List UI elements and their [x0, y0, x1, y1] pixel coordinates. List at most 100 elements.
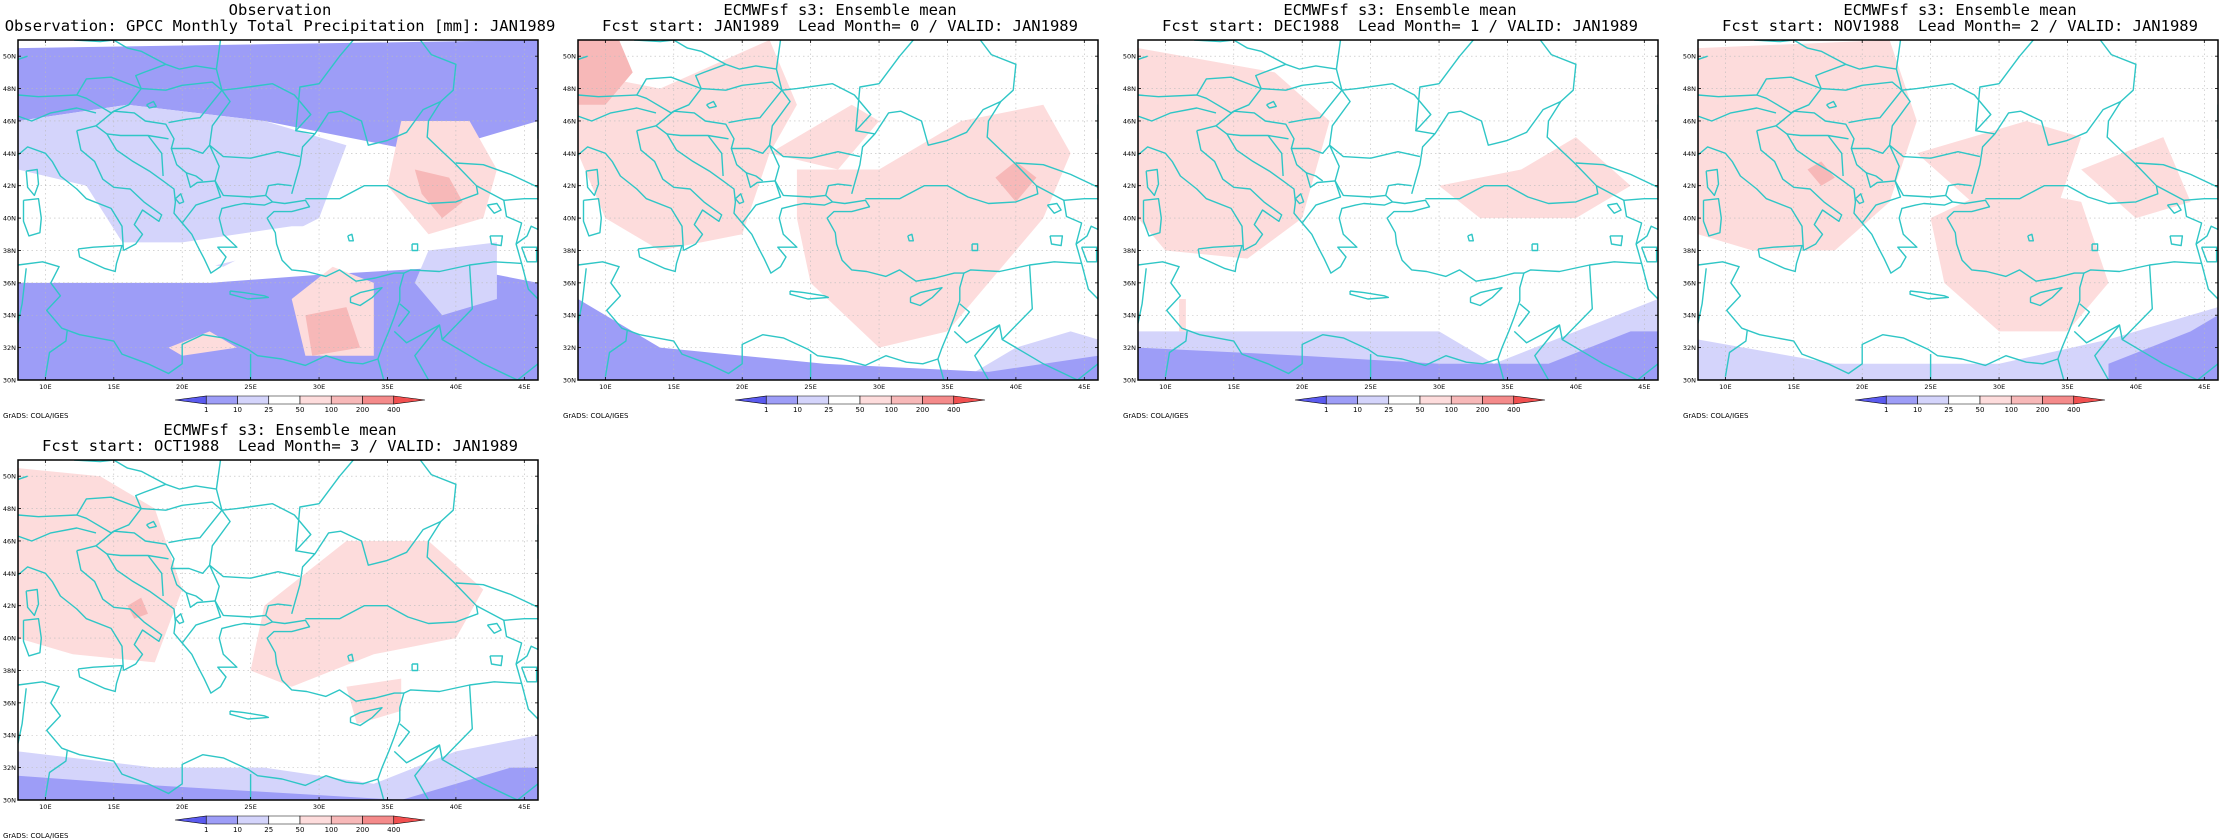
- lat-tick-label: 44N: [3, 570, 16, 578]
- lon-tick-label: 35E: [941, 383, 953, 391]
- lat-tick-label: 44N: [563, 150, 576, 158]
- precip-region: [2108, 315, 2218, 380]
- lat-tick-label: 40N: [1123, 215, 1136, 223]
- precip-region: [2190, 121, 2218, 202]
- lat-tick-label: 38N: [1123, 247, 1136, 255]
- precip-region: [127, 597, 148, 619]
- colorbar-label: 400: [947, 406, 960, 414]
- precip-region: [1356, 104, 1412, 154]
- grid-lines: [18, 460, 538, 800]
- colorbar: 1 10 25 50 100 200 400: [1294, 395, 1546, 414]
- panel-forecast-lead0: ECMWFsf s3: Ensemble mean Fcst start: JA…: [560, 0, 1120, 420]
- lon-tick-label: 20E: [176, 803, 188, 811]
- precip-shading: [1698, 40, 2218, 380]
- lat-tick-label: 48N: [1683, 85, 1696, 93]
- colorbar-swatch: [205, 395, 238, 405]
- lon-tick-label: 25E: [244, 803, 256, 811]
- colorbar-swatch: [2010, 395, 2043, 405]
- colorbar-swatch: [1294, 395, 1327, 405]
- lat-tick-label: 40N: [563, 215, 576, 223]
- colorbar-label: 400: [387, 406, 400, 414]
- colorbar-label: 400: [1507, 406, 1520, 414]
- lat-tick-label: 48N: [3, 505, 16, 513]
- plot-frame: [577, 39, 1099, 381]
- lat-tick-label: 50N: [1683, 53, 1696, 61]
- lat-tick-label: 50N: [1123, 53, 1136, 61]
- lon-tick-label: 10E: [599, 383, 611, 391]
- colorbar-label: 10: [793, 406, 802, 414]
- lat-tick-label: 32N: [563, 344, 576, 352]
- colorbar-swatch: [859, 395, 892, 405]
- colorbar-swatch: [1948, 395, 1981, 405]
- lat-tick-label: 46N: [1683, 117, 1696, 125]
- lat-tick-label: 42N: [3, 602, 16, 610]
- colorbar-label: 1: [204, 406, 208, 414]
- colorbar-label: 100: [325, 406, 338, 414]
- colorbar-swatch: [797, 395, 830, 405]
- lon-tick-label: 30E: [313, 803, 325, 811]
- colorbar-swatch: [922, 395, 955, 405]
- precip-region: [18, 104, 347, 267]
- panel-forecast-lead2: ECMWFsf s3: Ensemble mean Fcst start: NO…: [1680, 0, 2240, 420]
- colorbar-swatch: [1979, 395, 2012, 405]
- lat-tick-label: 46N: [3, 117, 16, 125]
- colorbar-swatch: [1450, 395, 1483, 405]
- panel-forecast-lead3: ECMWFsf s3: Ensemble mean Fcst start: OC…: [0, 420, 560, 840]
- colorbar-label: 200: [1476, 406, 1489, 414]
- map-plot: 10E 15E 20E 25E 30E 35E 40E 45E 30N 32N 34N 36N 38N 4…: [563, 39, 1099, 414]
- lat-tick-label: 36N: [3, 279, 16, 287]
- lon-tick-label: 15E: [1788, 383, 1800, 391]
- panel-title-line2: Observation: GPCC Monthly Total Precipit…: [4, 17, 556, 35]
- colorbar-swatch: [1325, 395, 1358, 405]
- lat-tick-label: 32N: [1123, 344, 1136, 352]
- panel-title-line2: Fcst start: JAN1989 Lead Month= 0 / VALI…: [602, 17, 1078, 35]
- lat-tick-label: 38N: [3, 667, 16, 675]
- lat-tick-label: 32N: [3, 344, 16, 352]
- panel-title-line1: ECMWFsf s3: Ensemble mean: [163, 421, 397, 439]
- lon-tick-label: 25E: [1364, 383, 1376, 391]
- colorbar-label: 50: [296, 406, 305, 414]
- lon-tick-label: 35E: [2061, 383, 2073, 391]
- colorbar-label: 100: [325, 826, 338, 834]
- colorbar-swatch: [1917, 395, 1950, 405]
- precip-shading: [18, 460, 538, 800]
- lat-tick-label: 48N: [1123, 85, 1136, 93]
- lat-tick-label: 38N: [3, 247, 16, 255]
- colorbar-swatch: [362, 815, 395, 825]
- panel-forecast-lead1: ECMWFsf s3: Ensemble mean Fcst start: DE…: [1120, 0, 1680, 420]
- map-plot: 10E 15E 20E 25E 30E 35E 40E 45E 30N 32N 34N 36N 38N 4…: [1123, 39, 1659, 414]
- colorbar-label: 50: [1976, 406, 1985, 414]
- grid-lines: [578, 40, 1098, 380]
- coastlines: [578, 40, 1098, 380]
- lat-tick-label: 36N: [1123, 279, 1136, 287]
- colorbar-swatch: [953, 395, 986, 405]
- colorbar-swatch: [734, 395, 767, 405]
- precip-shading: [18, 40, 538, 380]
- lon-tick-label: 45E: [518, 803, 530, 811]
- lat-tick-label: 48N: [3, 85, 16, 93]
- colorbar-label: 25: [1384, 406, 1393, 414]
- panel-title-line1: Observation: [228, 1, 332, 19]
- colorbar-swatch: [1482, 395, 1515, 405]
- lat-tick-label: 46N: [1123, 117, 1136, 125]
- lon-tick-label: 30E: [873, 383, 885, 391]
- grads-credit: GrADS: COLA/IGES: [3, 832, 69, 840]
- lon-tick-label: 25E: [244, 383, 256, 391]
- lat-tick-label: 46N: [3, 537, 16, 545]
- lat-tick-label: 50N: [563, 53, 576, 61]
- lat-tick-label: 40N: [3, 215, 16, 223]
- plot-frame: [1137, 39, 1659, 381]
- colorbar-swatch: [393, 395, 426, 405]
- lon-tick-label: 40E: [450, 803, 462, 811]
- lat-tick-label: 30N: [3, 797, 16, 805]
- lat-tick-label: 44N: [3, 150, 16, 158]
- colorbar-label: 1: [1884, 406, 1888, 414]
- lat-tick-label: 38N: [1683, 247, 1696, 255]
- panel-title-line2: Fcst start: OCT1988 Lead Month= 3 / VALI…: [42, 437, 518, 455]
- colorbar-label: 200: [356, 826, 369, 834]
- lat-tick-label: 30N: [1123, 377, 1136, 385]
- precip-region: [769, 104, 880, 170]
- colorbar-label: 100: [1445, 406, 1458, 414]
- lat-tick-label: 34N: [1683, 312, 1696, 320]
- coastlines: [18, 40, 538, 380]
